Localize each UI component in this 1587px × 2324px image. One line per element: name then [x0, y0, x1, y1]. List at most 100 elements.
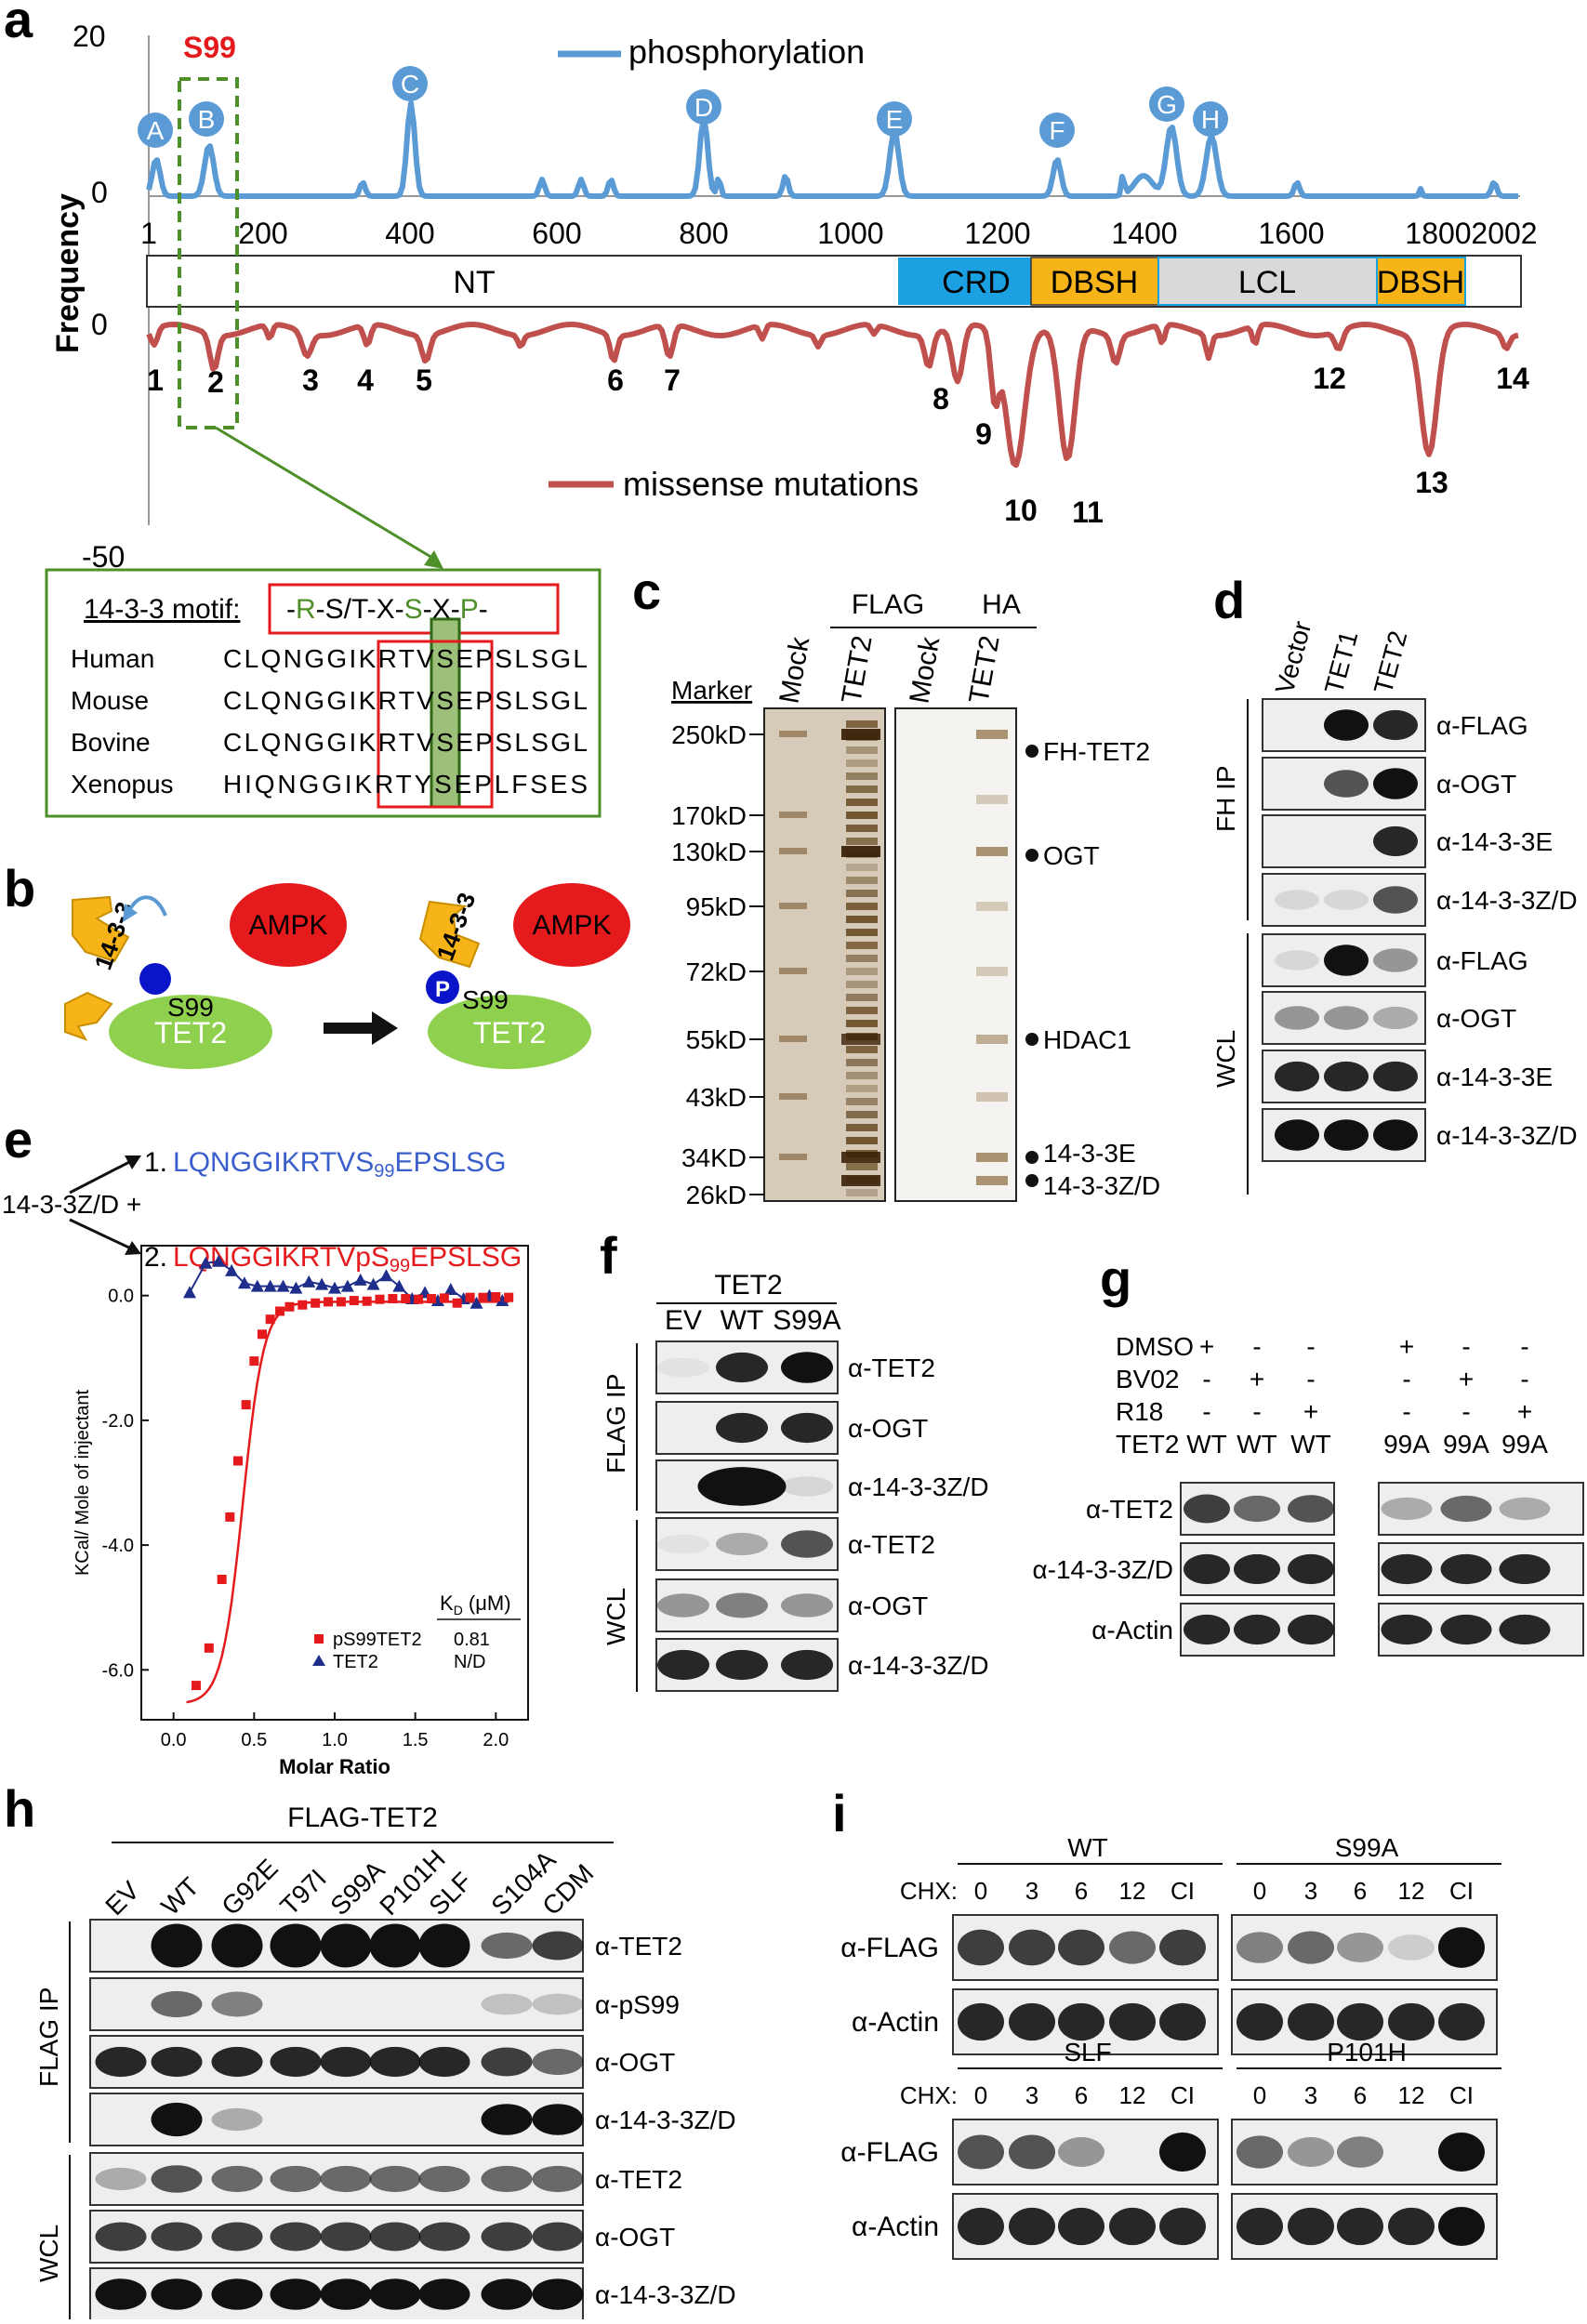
blot-band [1499, 1614, 1551, 1645]
blot-band [532, 1931, 584, 1961]
blot-band [1324, 890, 1369, 910]
blot-band [320, 2165, 372, 2193]
phos-peak-label: E [886, 105, 904, 134]
motif-sequence: HIQNGGIKRTYSEPLFSES [223, 770, 588, 799]
panel-label-f: f [600, 1226, 617, 1285]
e-arrow-2 [69, 1218, 136, 1252]
blot-band [1337, 2207, 1383, 2246]
blot-band [418, 1923, 470, 1968]
f-blot-1 [655, 1401, 839, 1455]
phos-peak-E: E [877, 101, 912, 137]
motif-rtvsep-box [377, 640, 494, 809]
blot-band [1275, 950, 1319, 971]
itc-point-tet2 [340, 1279, 354, 1292]
band-dot [1025, 1033, 1038, 1046]
i-blot-SLF-0 [952, 2119, 1219, 2185]
motif-alignment: Human CLQNGGIKRTVSEPSLSGL Mouse CLQNGGIKRTV… [71, 644, 588, 799]
h-blot-0 [89, 1919, 584, 1973]
blot-band [418, 2046, 470, 2078]
marker-label: 34KD [681, 1143, 747, 1172]
tet2-flag-band [846, 1163, 878, 1170]
panel-label-d: d [1213, 571, 1245, 629]
tet2-flag-band [846, 772, 878, 780]
g-treatment-value: + [1199, 1332, 1214, 1361]
blot-band [418, 2165, 470, 2193]
legend-phos-label: phosphorylation [628, 33, 865, 71]
x-tick-label: 1200 [964, 217, 1030, 250]
band-dot [1025, 1174, 1038, 1187]
i-block-title: SLF [1064, 2038, 1111, 2067]
blot-band [1234, 1553, 1280, 1585]
blot-band [1237, 2207, 1283, 2246]
itc-point-ps99 [349, 1296, 359, 1306]
panel-label-b: b [4, 859, 35, 918]
blot-band [1388, 2207, 1435, 2246]
blot-band [1288, 2207, 1334, 2246]
itc-point-tet2 [469, 1296, 483, 1309]
f-lane-label: S99A [773, 1305, 840, 1336]
itc-point-ps99 [217, 1575, 227, 1585]
protein-1433-shape-top-left [72, 895, 130, 963]
d-blot-0 [1262, 698, 1426, 752]
itc-legend-marker-ps99 [314, 1634, 324, 1644]
itc-point-tet2 [353, 1273, 367, 1286]
phos-peak-label: D [694, 93, 713, 122]
phos-peak-marker [686, 89, 721, 125]
legend-mut-label: missense mutations [623, 465, 919, 503]
marker-label: 55kD [686, 1025, 747, 1054]
i-block-SLF: SLF CHX: 0 3 6 12 CI α-FLAG α-Actin [840, 2038, 1223, 2260]
h-row-label: α-14-3-3Z/D [595, 2280, 736, 2309]
g-blot-right-0 [1378, 1482, 1584, 1536]
motif-species: Mouse [71, 686, 149, 715]
blot-band [1058, 2207, 1104, 2246]
blot-band [369, 2046, 421, 2078]
itc-point-tet2 [289, 1281, 303, 1294]
i-chx-label: CHX: [900, 2081, 958, 2109]
itc-point-ps99 [233, 1456, 243, 1466]
s99-highlight-box [178, 77, 239, 429]
peptide-2: 2. LQNGGIKRTVpS99EPSLSG [144, 1242, 522, 1276]
tet2-flag-band [846, 903, 878, 910]
blot-band [481, 2104, 533, 2135]
tet2-flag-band [846, 825, 878, 832]
blot-band [1288, 2137, 1334, 2167]
itc-point-tet2 [199, 1256, 213, 1269]
f-group-label: TET2 [714, 1270, 782, 1301]
blot-band [1109, 2002, 1156, 2041]
blot-band [958, 1929, 1004, 1966]
itc-point-ps99 [388, 1294, 398, 1304]
h-row-label: α-OGT [595, 2223, 675, 2251]
d-lane-label: TET1 [1319, 627, 1364, 696]
domain-lcl-box [1157, 257, 1378, 306]
itc-point-ps99 [465, 1292, 475, 1302]
f-blot-5 [655, 1638, 839, 1692]
h-row-label: α-14-3-3Z/D [595, 2106, 736, 2134]
blot-band [481, 1932, 533, 1960]
d-blot-1 [1262, 757, 1426, 811]
blot-band [657, 1534, 709, 1554]
blot-band [781, 1476, 833, 1497]
x-tick-label: 2002 [1471, 217, 1537, 250]
i-blot-S99A-0 [1231, 1914, 1498, 1981]
g-treatment-value: + [1303, 1397, 1318, 1426]
itc-y-tick-label: -2.0 [102, 1411, 134, 1432]
d-row-label: α-OGT [1436, 1004, 1516, 1033]
marker-label: 170kD [671, 801, 747, 830]
blot-band [1438, 2002, 1485, 2041]
i-block-title: P101H [1327, 2038, 1407, 2067]
i-block-WT: WT CHX: 0 3 6 12 CI α-FLAG α-Actin [840, 1833, 1223, 2055]
blot-band [781, 1530, 833, 1558]
itc-point-ps99 [478, 1292, 488, 1302]
panel-c: c FLAG HA Mock TET2 Mock TET2 Marker 250kD 1… [632, 561, 1160, 1209]
blot-band [481, 2278, 533, 2310]
g-row-label: α-TET2 [1086, 1495, 1173, 1524]
y-tick-bottom-0: 0 [91, 308, 108, 341]
i-time-label: 0 [974, 2081, 987, 2109]
i-time-label: CI [1449, 2081, 1474, 2109]
motif-title: 14-3-3 motif: [84, 594, 240, 625]
blot-band [270, 2222, 322, 2251]
band-dot [1025, 1151, 1038, 1164]
itc-legend-marker-tet2 [312, 1655, 325, 1666]
